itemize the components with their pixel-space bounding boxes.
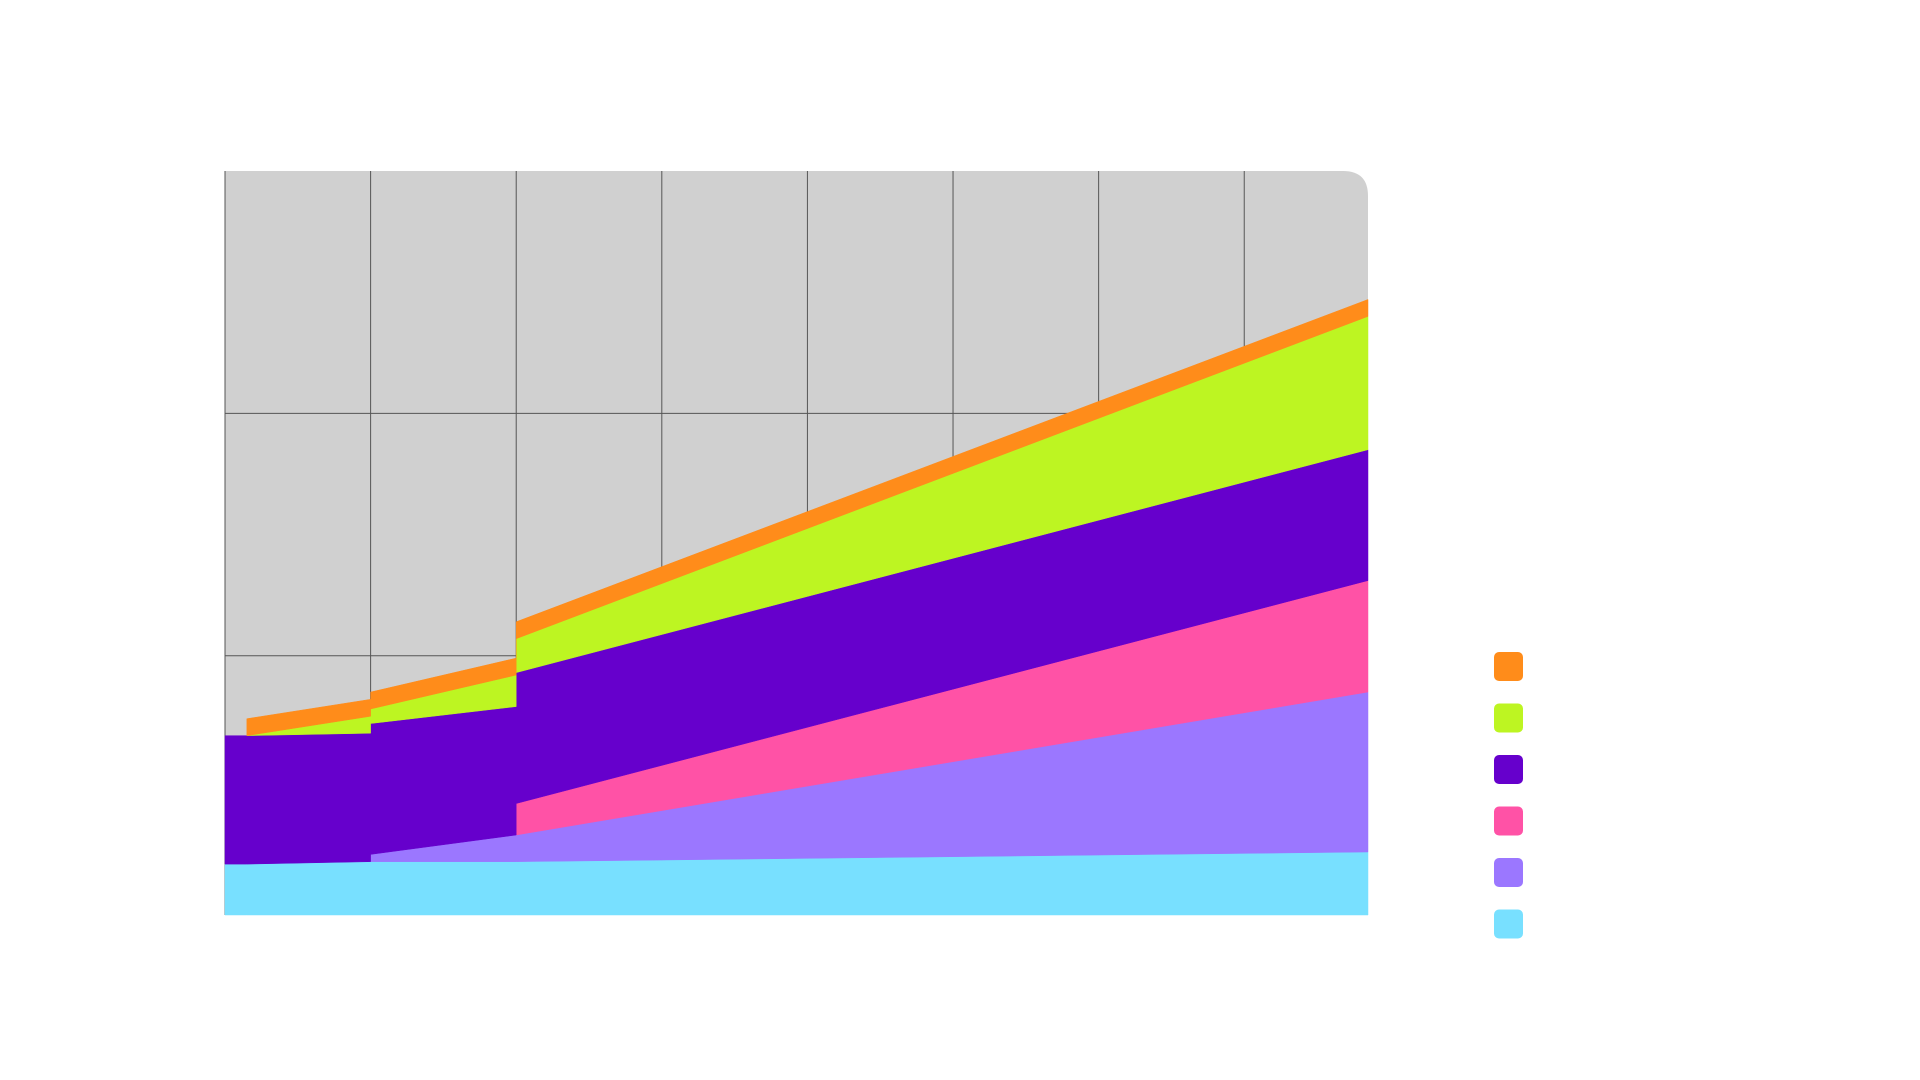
legend-swatch bbox=[1494, 652, 1523, 681]
area bbox=[246, 299, 1369, 736]
legend-swatch bbox=[1494, 806, 1523, 836]
legend-swatch bbox=[1494, 703, 1523, 733]
legend-swatch bbox=[1494, 858, 1523, 887]
legend-swatch bbox=[1494, 909, 1523, 939]
legend-swatch bbox=[1494, 755, 1523, 784]
